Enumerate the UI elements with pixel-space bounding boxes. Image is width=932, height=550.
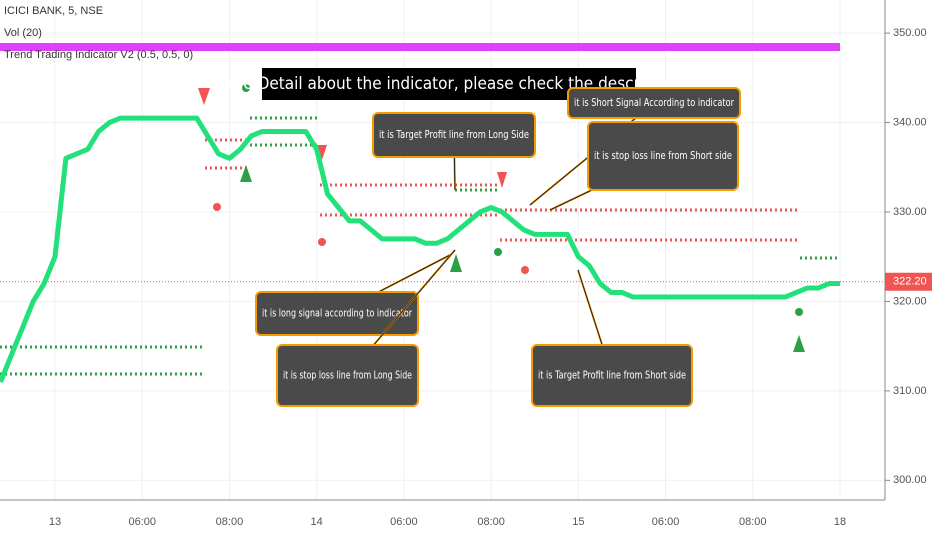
annotation: it is Target Profit line from Short side [538,369,686,382]
long-signal [450,254,462,272]
x-tick-label: 08:00 [477,516,505,528]
annotation-box [276,344,419,407]
signal-dot [494,248,502,256]
y-tick-label: 300.00 [893,474,927,486]
annotation-box [587,121,739,191]
x-tick-label: 08:00 [216,516,244,528]
signal-dot [318,238,326,246]
annotation-box [372,112,536,158]
annotation: it is long signal according to indicator [262,307,412,320]
y-tick-label: 320.00 [893,295,927,307]
price-line [0,115,840,383]
x-tick-label: 08:00 [739,516,767,528]
short-signal [317,145,327,160]
y-tick-label: 340.00 [893,116,927,128]
x-tick-label: 06:00 [652,516,680,528]
signal-dot [213,203,221,211]
annotation: it is stop loss line from Long Side [283,369,412,382]
symbol: ICICI BANK, 5, NSE [4,5,103,17]
x-tick-label: 13 [49,516,61,528]
x-tick-label: 06:00 [390,516,418,528]
signal-dot [242,84,250,92]
signal-dot [521,266,529,274]
x-tick-label: 18 [834,516,846,528]
short-signal [198,88,210,105]
short-signal [497,172,507,188]
last-price-label: 322.20 [893,276,927,288]
long-signal [240,165,252,182]
x-tick-label: 14 [311,516,323,528]
last-price-tag [885,272,932,291]
y-tick-label: 310.00 [893,385,927,397]
long-signal [793,335,805,352]
annotation-box [255,291,419,336]
signals [198,84,805,352]
legend-item: Trend Trading Indicator V2 (0.5, 0.5, 0) [4,49,193,61]
legend-item: Vol (20) [4,27,42,39]
signal-dot [795,308,803,316]
annotation: it is Short Signal According to indicato… [574,96,734,109]
annotation-box [567,87,741,119]
banner: More Detail about the indicator, please … [215,74,683,94]
y-tick-label: 330.00 [893,206,927,218]
y-tick-label: 350.00 [893,27,927,39]
x-tick-label: 06:00 [128,516,156,528]
annotation: it is Target Profit line from Long Side [379,128,529,141]
x-tick-label: 15 [572,516,584,528]
annotation-box [531,344,693,407]
annotation: it is stop loss line from Short side [594,149,732,162]
